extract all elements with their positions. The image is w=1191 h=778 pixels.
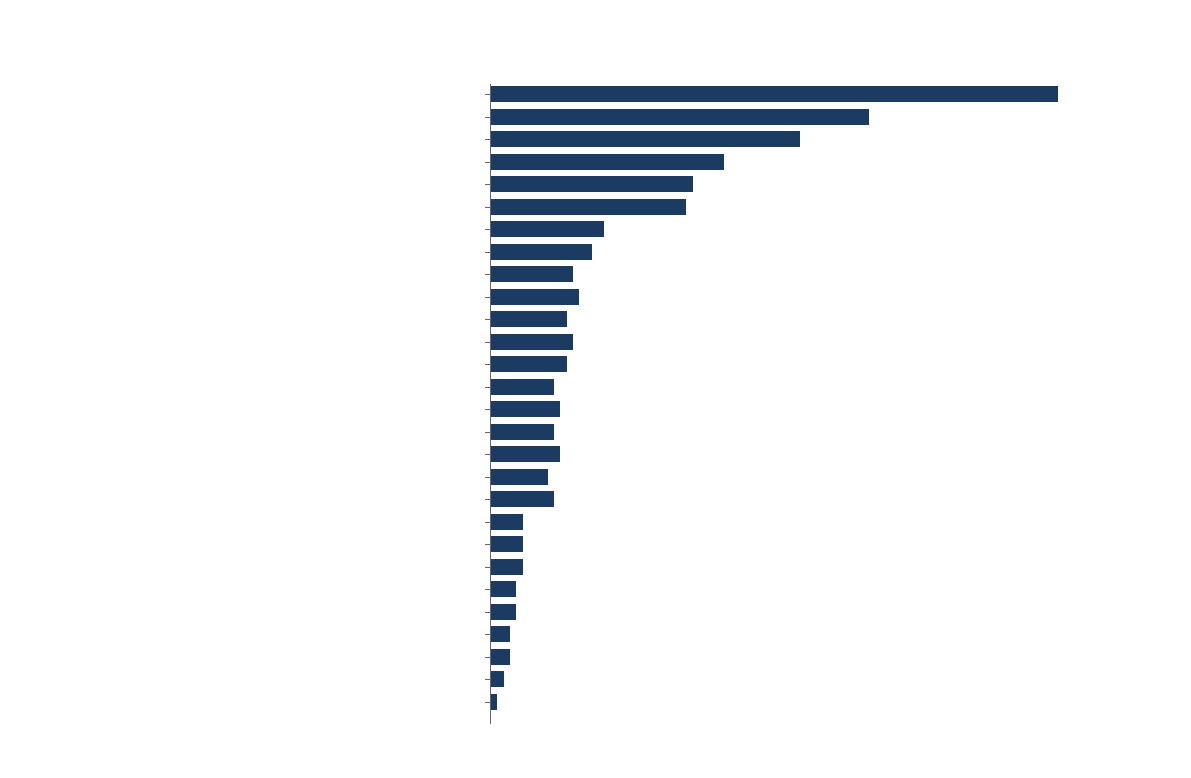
bar: [491, 311, 567, 327]
bar: [491, 221, 604, 237]
bar-row: [491, 512, 1121, 532]
bar: [491, 154, 724, 170]
bar-row: [491, 624, 1121, 644]
bar-row: [491, 332, 1121, 352]
bar-row: [491, 692, 1121, 712]
bar: [491, 176, 693, 192]
bar-row: [491, 534, 1121, 554]
bar-row: [491, 444, 1121, 464]
bar: [491, 694, 497, 710]
bar-row: [491, 174, 1121, 194]
bar-row: [491, 377, 1121, 397]
bar-row: [491, 489, 1121, 509]
bar: [491, 649, 510, 665]
bar: [491, 581, 516, 597]
bar: [491, 289, 579, 305]
bar-row: [491, 354, 1121, 374]
bar: [491, 446, 560, 462]
bar-row: [491, 129, 1121, 149]
bar-row: [491, 219, 1121, 239]
bar-row: [491, 422, 1121, 442]
bar: [491, 424, 554, 440]
bar-row: [491, 557, 1121, 577]
bar-row: [491, 309, 1121, 329]
bar-row: [491, 287, 1121, 307]
bar-row: [491, 399, 1121, 419]
bar: [491, 559, 523, 575]
bar-row: [491, 579, 1121, 599]
bar-row: [491, 467, 1121, 487]
bars-group: [491, 84, 1121, 724]
bar-row: [491, 242, 1121, 262]
bar: [491, 131, 800, 147]
bar: [491, 379, 554, 395]
bar-chart: [490, 84, 1120, 724]
bar-row: [491, 197, 1121, 217]
bar: [491, 356, 567, 372]
bar: [491, 671, 504, 687]
bar: [491, 244, 592, 260]
bar-row: [491, 84, 1121, 104]
bar: [491, 604, 516, 620]
bar: [491, 334, 573, 350]
bar: [491, 491, 554, 507]
bar: [491, 109, 869, 125]
bar-row: [491, 602, 1121, 622]
bar: [491, 536, 523, 552]
bar-row: [491, 107, 1121, 127]
bar: [491, 86, 1058, 102]
bar-row: [491, 264, 1121, 284]
bar-row: [491, 647, 1121, 667]
bar-row: [491, 152, 1121, 172]
bar: [491, 401, 560, 417]
bar: [491, 514, 523, 530]
bar: [491, 626, 510, 642]
bar: [491, 469, 548, 485]
bar: [491, 266, 573, 282]
bar-row: [491, 669, 1121, 689]
bar: [491, 199, 686, 215]
